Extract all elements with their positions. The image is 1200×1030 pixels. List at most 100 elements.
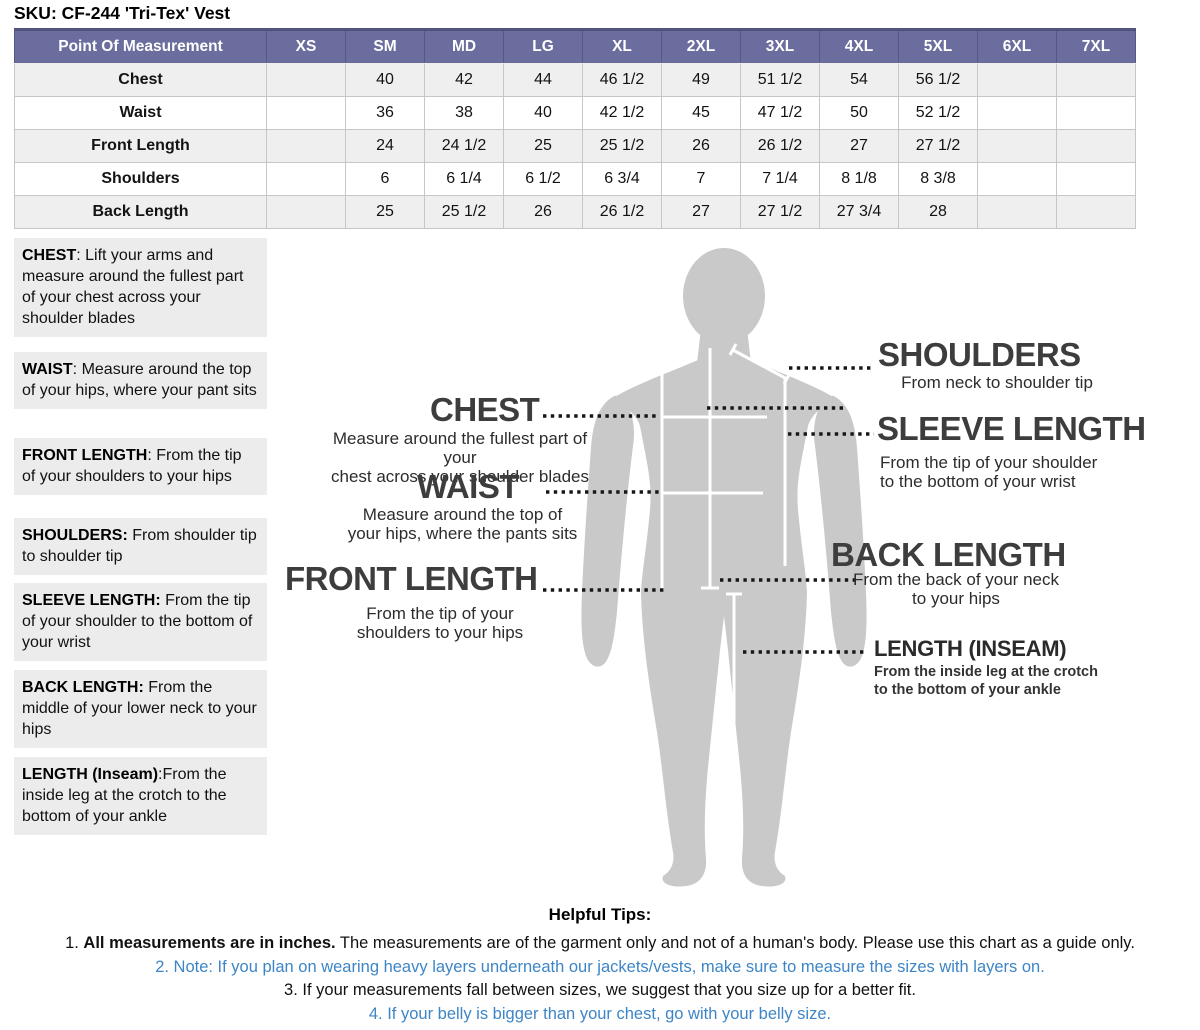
- measurement-cell: 40: [503, 96, 583, 130]
- measurement-cell: 6: [345, 162, 425, 196]
- tips-list: 1. All measurements are in inches. The m…: [0, 932, 1200, 1026]
- tips-heading: Helpful Tips:: [548, 905, 652, 924]
- measurement-cell: [266, 63, 346, 97]
- measurement-cell: 8 3/8: [898, 162, 978, 196]
- definition-term: SLEEVE LENGTH:: [22, 592, 161, 609]
- measurement-cell: 36: [345, 96, 425, 130]
- diagram-label-sleeve-length: SLEEVE LENGTH: [877, 410, 1146, 447]
- measurement-cell: 45: [661, 96, 741, 130]
- row-label: Back Length: [14, 195, 267, 229]
- definition-text: : From the tip of your shoulders to your…: [22, 447, 242, 485]
- definition-front-length: FRONT LENGTH: From the tip of your shoul…: [14, 438, 267, 495]
- measurement-cell: 24 1/2: [424, 129, 504, 163]
- tip-text: All measurements are in inches.: [83, 934, 336, 952]
- diagram-sublabel-inseam: From the inside leg at the crotch to the…: [874, 664, 1098, 698]
- diagram-label-inseam: LENGTH (INSEAM): [874, 636, 1067, 661]
- body-silhouette-torso-legs: [613, 360, 835, 887]
- measurement-cell: 25 1/2: [582, 129, 662, 163]
- body-silhouette-right-arm: [813, 395, 867, 667]
- definition-text: : Measure around the top of your hips, w…: [22, 361, 257, 399]
- diagram-sublabel-waist: Measure around the top of your hips, whe…: [347, 505, 578, 543]
- definition-waist: WAIST: Measure around the top of your hi…: [14, 352, 267, 409]
- measurement-cell: [977, 129, 1057, 163]
- measurement-cell: [1056, 96, 1136, 130]
- col-header-xl: XL: [582, 28, 662, 64]
- tip-4: 4. If your belly is bigger than your che…: [368, 1004, 832, 1023]
- col-header-xs: XS: [266, 28, 346, 64]
- definition-back-length: BACK LENGTH: From the middle of your low…: [14, 670, 267, 748]
- table-header-row: Point Of Measurement XS SM MD LG XL 2XL 3XL 4XL 5…: [14, 28, 1136, 64]
- measurement-cell: [977, 162, 1057, 196]
- col-header-7xl: 7XL: [1056, 28, 1136, 64]
- col-header-sm: SM: [345, 28, 425, 64]
- definition-text: From the tip of your shoulder to the bot…: [22, 592, 253, 651]
- definition-term: FRONT LENGTH: [22, 447, 148, 464]
- definition-chest: CHEST: Lift your arms and measure around…: [14, 238, 267, 337]
- measurement-cell: 8 1/8: [819, 162, 899, 196]
- row-label: Front Length: [14, 129, 267, 163]
- table-row: Back Length 25 25 1/2 26 26 1/2 27 27 1/2 27 3/…: [14, 195, 1136, 229]
- diagram-sublabel-chest: Measure around the fullest part of your …: [331, 429, 589, 486]
- diagram-sublabel-back-length: From the back of your neck to your hips: [853, 570, 1059, 608]
- row-label: Waist: [14, 96, 267, 130]
- measurement-cell: [266, 195, 346, 229]
- measurement-cell: 28: [898, 195, 978, 229]
- row-label: Shoulders: [14, 162, 267, 196]
- measurement-cell: 27 1/2: [740, 195, 820, 229]
- table-row: Shoulders 6 6 1/4 6 1/2 6 3/4 7 7 1/4 8 1/8 8 3/…: [14, 162, 1136, 196]
- definition-term: BACK LENGTH:: [22, 679, 144, 696]
- table-row: Chest 40 42 44 46 1/2 49 51 1/2 54 56 1/2: [14, 63, 1136, 97]
- page-title: SKU: CF-244 'Tri-Tex' Vest: [14, 3, 231, 23]
- measurement-cell: 7 1/4: [740, 162, 820, 196]
- col-header-point-of-measurement: Point Of Measurement: [14, 28, 267, 64]
- measurement-cell: 51 1/2: [740, 63, 820, 97]
- helpful-tips-section: Helpful Tips: 1. All measurements are in…: [0, 905, 1200, 1026]
- diagram-sublabel-shoulders: From neck to shoulder tip: [901, 373, 1093, 392]
- measurement-cell: [266, 129, 346, 163]
- measurement-cell: [266, 162, 346, 196]
- col-header-2xl: 2XL: [661, 28, 741, 64]
- diagram-sublabel-front-length: From the tip of your shoulders to your h…: [356, 604, 524, 642]
- measurement-cell: 38: [424, 96, 504, 130]
- measurement-cell: 26: [661, 129, 741, 163]
- measurement-cell: 26 1/2: [582, 195, 662, 229]
- col-header-5xl: 5XL: [898, 28, 978, 64]
- measurement-cell: [977, 63, 1057, 97]
- row-label: Chest: [14, 63, 267, 97]
- diagram-label-chest: CHEST: [430, 391, 540, 428]
- shoulders-measure-line: [732, 348, 788, 381]
- definition-term: SHOULDERS:: [22, 527, 128, 544]
- measurement-cell: 47 1/2: [740, 96, 820, 130]
- measurement-cell: 42: [424, 63, 504, 97]
- definition-text: :From the inside leg at the crotch to th…: [22, 766, 227, 825]
- tip-text: 1.: [65, 934, 84, 952]
- measurement-cell: 50: [819, 96, 899, 130]
- measurement-cell: 26 1/2: [740, 129, 820, 163]
- col-header-md: MD: [424, 28, 504, 64]
- tip-1: 1. All measurements are in inches. The m…: [0, 932, 1200, 956]
- diagram-label-waist: WAIST: [417, 468, 520, 505]
- diagram-label-shoulders: SHOULDERS: [878, 336, 1081, 373]
- measurement-cell: 46 1/2: [582, 63, 662, 97]
- body-silhouette-left-arm: [581, 395, 635, 667]
- measurement-cell: [266, 96, 346, 130]
- measurement-cell: 27: [819, 129, 899, 163]
- measurement-cell: 7: [661, 162, 741, 196]
- shoulders-measure-tick-a: [728, 343, 738, 356]
- measurement-cell: 44: [503, 63, 583, 97]
- definition-length-inseam: LENGTH (Inseam):From the inside leg at t…: [14, 757, 267, 835]
- measurement-cell: 6 1/4: [424, 162, 504, 196]
- measurement-cell: [977, 195, 1057, 229]
- measurement-cell: 27 3/4: [819, 195, 899, 229]
- measurement-cell: 6 1/2: [503, 162, 583, 196]
- col-header-4xl: 4XL: [819, 28, 899, 64]
- measurement-cell: 27: [661, 195, 741, 229]
- measurement-cell: 54: [819, 63, 899, 97]
- measurement-cell: 49: [661, 63, 741, 97]
- measurement-cell: 24: [345, 129, 425, 163]
- definition-term: CHEST: [22, 247, 77, 264]
- definition-sleeve-length: SLEEVE LENGTH: From the tip of your shou…: [14, 583, 267, 661]
- definition-text: From the middle of your lower neck to yo…: [22, 679, 257, 738]
- tip-text: The measurements are of the garment only…: [335, 934, 1135, 952]
- col-header-6xl: 6XL: [977, 28, 1057, 64]
